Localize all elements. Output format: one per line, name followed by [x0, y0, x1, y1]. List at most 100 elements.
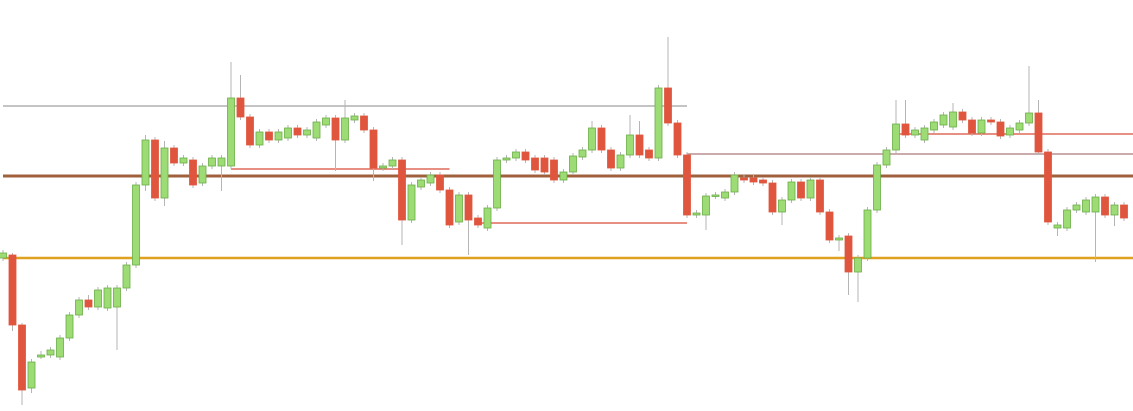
candle-body: [1091, 196, 1100, 213]
candle-body: [493, 159, 501, 209]
candle-body: [217, 157, 226, 167]
candle-body: [75, 299, 83, 316]
candle-body: [597, 127, 606, 151]
candle-body: [806, 179, 815, 199]
candle-body: [1025, 112, 1033, 124]
candle-body: [189, 159, 197, 186]
candle-body: [417, 179, 425, 188]
candle-body: [360, 115, 368, 131]
candle-body: [284, 127, 292, 139]
candle-body: [512, 151, 520, 159]
candle-body: [1072, 204, 1081, 211]
candle-body: [0, 252, 7, 259]
candle-body: [1110, 204, 1119, 216]
candle-body: [645, 149, 653, 159]
candle-body: [768, 182, 777, 213]
candle-body: [550, 159, 558, 181]
candle-body: [816, 179, 824, 213]
candle-body: [331, 117, 340, 141]
candle-body: [987, 119, 995, 123]
candle-body: [635, 134, 644, 156]
candle-body: [236, 97, 245, 118]
candle-body: [407, 184, 416, 221]
candle-body: [103, 287, 112, 309]
candle-body: [844, 235, 853, 273]
candle-body: [483, 207, 492, 229]
candle-body: [664, 87, 672, 124]
candle-body: [835, 237, 843, 241]
candle-body: [1120, 204, 1128, 219]
candle-body: [825, 211, 834, 241]
candle-body: [255, 131, 264, 146]
candle-body: [749, 177, 758, 183]
candle-body: [198, 165, 207, 184]
candle-body: [312, 121, 321, 139]
candle-body: [578, 149, 587, 158]
candle-body: [654, 87, 663, 159]
candle-body: [797, 181, 805, 199]
candle-body: [759, 179, 767, 184]
candle-body: [730, 174, 739, 193]
candle-body: [968, 119, 976, 134]
candle-body: [787, 181, 796, 201]
candle-body: [113, 287, 121, 308]
candle-body: [778, 199, 786, 213]
candle-body: [626, 134, 634, 156]
candle-body: [559, 171, 568, 181]
candle-body: [1015, 122, 1024, 131]
candle-body: [920, 127, 929, 141]
candle-body: [531, 157, 539, 171]
candle-body: [1082, 199, 1090, 213]
candle-body: [711, 194, 720, 197]
candle-body: [958, 111, 967, 121]
candle-body: [721, 191, 729, 199]
candle-body: [369, 129, 378, 169]
candle-body: [293, 127, 302, 136]
candle-body: [46, 349, 55, 356]
candle-body: [977, 119, 986, 134]
candle-body: [445, 189, 454, 226]
candle-body: [426, 174, 435, 184]
candle-body: [911, 129, 919, 136]
candle-body: [854, 257, 862, 273]
candle-body: [379, 165, 387, 169]
candle-body: [341, 117, 349, 141]
candle-body: [170, 147, 178, 164]
candle-body: [1063, 209, 1071, 229]
candle-body: [1044, 151, 1052, 223]
candle-body: [151, 139, 159, 199]
candle-body: [588, 127, 596, 151]
candle-body: [873, 164, 881, 211]
candle-body: [18, 324, 26, 391]
candle-body: [474, 217, 482, 226]
candle-body: [683, 154, 691, 216]
candle-body: [274, 131, 283, 141]
candle-body: [398, 159, 406, 221]
candle-body: [208, 157, 216, 167]
candle-body: [1034, 112, 1043, 153]
candle-body: [303, 129, 311, 136]
candle-body: [350, 115, 359, 121]
candle-body: [132, 184, 140, 266]
candle-body: [246, 116, 254, 146]
candle-body: [322, 117, 330, 126]
candle-body: [84, 299, 93, 308]
candle-body: [464, 194, 473, 221]
candle-body: [930, 121, 938, 131]
candle-body: [673, 122, 682, 156]
candle-body: [616, 154, 625, 169]
candle-body: [702, 195, 710, 216]
candle-body: [65, 314, 74, 339]
candle-body: [901, 123, 910, 136]
candle-body: [1053, 224, 1062, 229]
candle-body: [882, 149, 891, 166]
candle-body: [1006, 127, 1014, 136]
candle-body: [996, 121, 1005, 137]
candle-body: [179, 157, 188, 164]
candle-body: [160, 147, 169, 199]
candle-body: [56, 337, 64, 358]
candle-body: [141, 139, 150, 186]
candle-body: [569, 155, 577, 173]
candle-body: [122, 264, 131, 289]
